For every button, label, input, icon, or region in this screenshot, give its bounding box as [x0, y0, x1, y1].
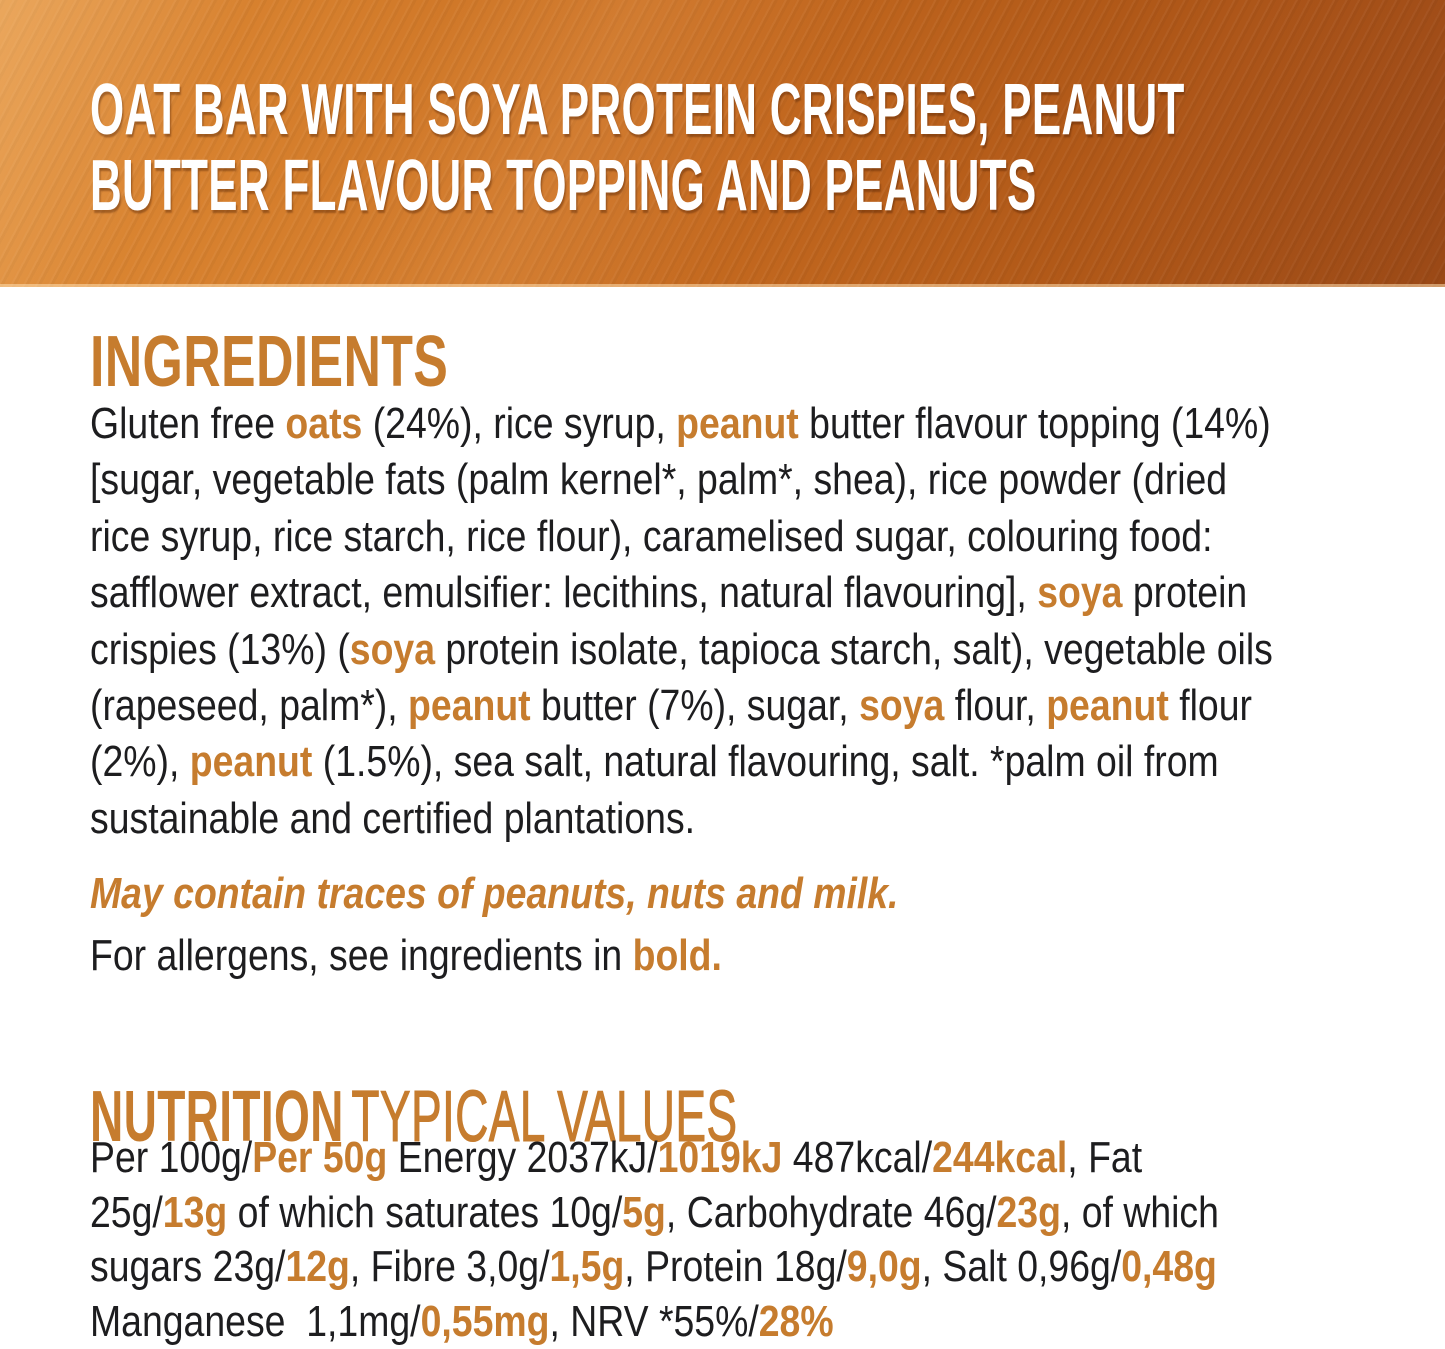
highlighted-term: 28% — [758, 1296, 834, 1346]
text-segment: For allergens, see ingredients in — [90, 931, 633, 980]
nutrition-text: Per 100g/Per 50g Energy 2037kJ/1019kJ 48… — [90, 1131, 1219, 1349]
highlighted-term: 0,55mg — [420, 1296, 550, 1346]
highlighted-term: soya — [349, 624, 436, 674]
text-segment: (2%), — [90, 737, 190, 787]
highlighted-term: oats — [285, 399, 363, 448]
text-segment: (24%), rice syrup, — [362, 399, 677, 448]
text-line: Manganese 1,1mg/0,55mg, NRV *55%/28% — [90, 1295, 1219, 1349]
text-segment: flour, — [944, 681, 1047, 731]
text-segment: , Fat — [1067, 1133, 1143, 1182]
text-line: sugars 23g/12g, Fibre 3,0g/1,5g, Protein… — [90, 1240, 1219, 1295]
text-segment: butter flavour topping (14%) — [798, 399, 1271, 448]
text-segment: 487kcal/ — [782, 1133, 933, 1182]
allergen-note: For allergens, see ingredients in bold. — [90, 928, 722, 984]
highlighted-term: peanut — [408, 681, 531, 731]
highlighted-term: 1,5g — [549, 1242, 625, 1292]
nutrition-heading: NUTRITION TYPICAL VALUES — [90, 1080, 738, 1153]
text-segment: Per 100g/ — [90, 1133, 253, 1182]
text-segment: 25g/ — [90, 1187, 163, 1237]
text-line: Gluten free oats (24%), rice syrup, pean… — [90, 396, 1273, 452]
text-segment: sustainable and certified plantations. — [90, 793, 696, 843]
ingredients-heading: INGREDIENTS — [90, 322, 449, 402]
product-title-line2: BUTTER FLAVOUR TOPPING AND PEANUTS — [90, 146, 1037, 226]
text-line: crispies (13%) (soya protein isolate, ta… — [90, 622, 1273, 678]
highlighted-term: 0,48g — [1121, 1242, 1217, 1292]
text-line: sustainable and certified plantations. — [90, 791, 1273, 847]
highlighted-term: soya — [859, 681, 945, 731]
text-line: Per 100g/Per 50g Energy 2037kJ/1019kJ 48… — [90, 1131, 1219, 1186]
highlighted-term: soya — [1037, 568, 1123, 618]
text-segment: protein — [1122, 568, 1248, 618]
highlighted-term: peanut — [1046, 681, 1169, 731]
text-segment: safflower extract, emulsifier: lecithins… — [90, 568, 1038, 618]
text-line: 25g/13g of which saturates 10g/5g, Carbo… — [90, 1186, 1219, 1241]
text-segment: crispies (13%) ( — [90, 624, 350, 674]
text-segment: , Salt 0,96g/ — [921, 1242, 1122, 1292]
allergen-warning: May contain traces of peanuts, nuts and … — [90, 869, 899, 918]
text-segment: , Fibre 3,0g/ — [349, 1242, 550, 1292]
text-segment: sugars 23g/ — [90, 1242, 286, 1292]
nutrition-heading-rest: TYPICAL VALUES — [351, 1077, 738, 1157]
text-segment: protein isolate, tapioca starch, salt), … — [435, 624, 1273, 674]
text-segment: , Protein 18g/ — [624, 1242, 847, 1292]
nutrition-heading-bold: NUTRITION — [90, 1077, 344, 1157]
highlighted-term: 1019kJ — [657, 1133, 783, 1182]
highlighted-term: 13g — [162, 1187, 228, 1237]
text-segment: flour — [1168, 681, 1252, 731]
highlighted-term: 23g — [996, 1187, 1061, 1237]
text-line: (rapeseed, palm*), peanut butter (7%), s… — [90, 678, 1273, 734]
text-segment: Energy 2037kJ/ — [387, 1133, 658, 1182]
text-segment: butter (7%), sugar, — [530, 681, 860, 731]
highlighted-term: 9,0g — [846, 1242, 922, 1292]
product-banner: OAT BAR WITH SOYA PROTEIN CRISPIES, PEAN… — [0, 0, 1445, 287]
product-title: OAT BAR WITH SOYA PROTEIN CRISPIES, PEAN… — [90, 72, 1185, 224]
highlighted-term: Per 50g — [252, 1133, 388, 1182]
text-segment: [sugar, vegetable fats (palm kernel*, pa… — [90, 455, 1228, 505]
text-segment: rice syrup, rice starch, rice flour), ca… — [90, 511, 1213, 561]
highlighted-term: 244kcal — [932, 1133, 1068, 1182]
highlighted-term: peanut — [189, 737, 313, 787]
text-segment: Gluten free — [90, 399, 286, 448]
highlighted-term: 5g — [622, 1187, 666, 1237]
text-segment: (rapeseed, palm*), — [90, 681, 409, 731]
text-segment: , Carbohydrate 46g/ — [665, 1187, 997, 1237]
product-title-line1: OAT BAR WITH SOYA PROTEIN CRISPIES, PEAN… — [90, 70, 1185, 150]
highlighted-term: 12g — [285, 1242, 350, 1292]
text-segment: of which saturates 10g/ — [227, 1187, 623, 1237]
highlighted-term: bold. — [632, 931, 722, 980]
text-segment: , NRV *55%/ — [549, 1296, 759, 1346]
text-line: [sugar, vegetable fats (palm kernel*, pa… — [90, 452, 1273, 508]
text-line: (2%), peanut (1.5%), sea salt, natural f… — [90, 734, 1273, 790]
text-segment: Manganese 1,1mg/ — [90, 1296, 421, 1346]
ingredients-text: Gluten free oats (24%), rice syrup, pean… — [90, 396, 1273, 847]
text-line: safflower extract, emulsifier: lecithins… — [90, 565, 1273, 621]
text-segment: , of which — [1060, 1187, 1219, 1237]
highlighted-term: peanut — [676, 399, 799, 448]
text-segment: (1.5%), sea salt, natural flavouring, sa… — [312, 737, 1219, 787]
text-line: rice syrup, rice starch, rice flour), ca… — [90, 509, 1273, 565]
